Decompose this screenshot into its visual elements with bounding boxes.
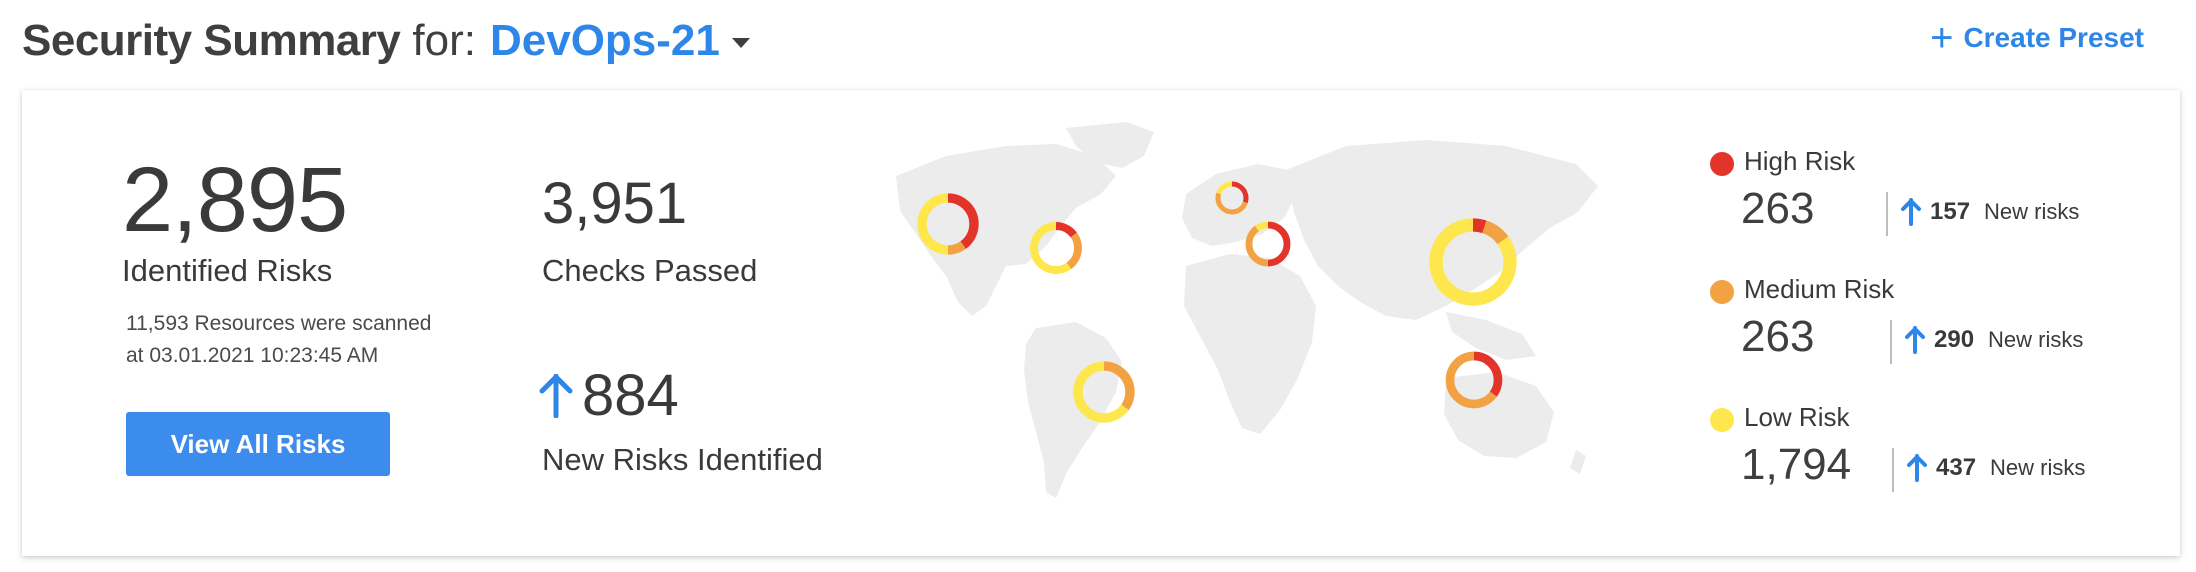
marker-central-europe-medium[interactable]: [1245, 221, 1291, 267]
low-risk-new-label: New risks: [1990, 455, 2086, 480]
new-zealand-shape: [1570, 450, 1586, 474]
scan-info-line2: at 03.01.2021 10:23:45 AM: [126, 344, 379, 367]
for-label: for:: [412, 16, 476, 65]
africa-shape: [1184, 254, 1316, 434]
medium-risk-new-count: 290: [1934, 326, 1975, 353]
marker-uk-low[interactable]: [1215, 181, 1249, 215]
marker-east-asia-low[interactable]: [1429, 218, 1517, 306]
map-land: [896, 122, 1598, 498]
low-risk-title: Low Risk: [1744, 402, 1850, 432]
arrow-up-icon: [1907, 454, 1927, 482]
new-risks-row: 884: [538, 362, 679, 429]
asia-shape: [1286, 140, 1598, 320]
divider: [1892, 448, 1894, 492]
risk-markers: [917, 181, 1517, 423]
marker-uk-medium[interactable]: [1215, 181, 1249, 215]
high-risk-new-label: New risks: [1984, 199, 2080, 224]
europe-shape: [1182, 164, 1296, 246]
page-title: Security Summary: [22, 16, 401, 65]
view-all-risks-button[interactable]: View All Risks: [126, 412, 390, 476]
low-risk-count: 1,794: [1741, 440, 1852, 489]
medium-risk-dot: [1710, 280, 1734, 304]
australia-shape: [1444, 372, 1554, 458]
north-america-shape: [896, 144, 1116, 316]
scan-info-line1: 11,593 Resources were scanned: [126, 312, 432, 335]
marker-east-north-america-low[interactable]: [1030, 222, 1082, 274]
new-risks-label: New Risks Identified: [542, 442, 823, 477]
divider: [1890, 320, 1892, 364]
arrow-up-icon: [1905, 326, 1925, 354]
arrow-up-icon: [539, 373, 573, 418]
marker-east-north-america-medium[interactable]: [1030, 222, 1082, 274]
new-risks-count: 884: [582, 363, 679, 428]
marker-west-north-america-medium[interactable]: [917, 193, 979, 255]
identified-risks-label: Identified Risks: [122, 253, 333, 288]
world-map: [896, 122, 1598, 498]
high-risk-dot: [1710, 152, 1734, 176]
checks-passed-label: Checks Passed: [542, 253, 758, 288]
create-preset-button[interactable]: + Create Preset: [1930, 16, 2144, 60]
high-risk-count: 263: [1741, 184, 1815, 233]
project-selector[interactable]: DevOps-21: [489, 16, 720, 65]
create-preset-label: Create Preset: [1963, 22, 2144, 53]
marker-central-europe-low[interactable]: [1245, 221, 1291, 267]
identified-risks-count: 2,895: [122, 149, 348, 251]
divider: [1886, 192, 1888, 236]
medium-risk-new: 290 New risks: [1904, 326, 2083, 354]
medium-risk-count: 263: [1741, 312, 1815, 361]
high-risk-new: 157 New risks: [1900, 198, 2079, 226]
plus-icon: +: [1930, 16, 1954, 60]
summary-card: 2,895 Identified Risks 11,593 Resources …: [22, 90, 2180, 556]
header: Security Summary for: DevOps-21: [22, 8, 750, 74]
high-risk-new-count: 157: [1930, 198, 1971, 225]
marker-south-america-low[interactable]: [1073, 361, 1135, 423]
south-america-shape: [1024, 322, 1122, 498]
high-risk-title: High Risk: [1744, 146, 1856, 176]
marker-west-north-america-low[interactable]: [917, 193, 979, 255]
arrow-up-icon: [1901, 198, 1921, 226]
low-risk-new-count: 437: [1936, 454, 1977, 481]
southeast-asia-shape: [1446, 312, 1536, 360]
medium-risk-new-label: New risks: [1988, 327, 2084, 352]
medium-risk-title: Medium Risk: [1744, 274, 1895, 304]
low-risk-dot: [1710, 408, 1734, 432]
checks-passed-count: 3,951: [542, 171, 688, 236]
caret-down-icon[interactable]: [731, 38, 750, 48]
marker-australia-medium[interactable]: [1445, 351, 1503, 409]
low-risk-new: 437 New risks: [1906, 454, 2085, 482]
greenland-shape: [1066, 122, 1154, 168]
